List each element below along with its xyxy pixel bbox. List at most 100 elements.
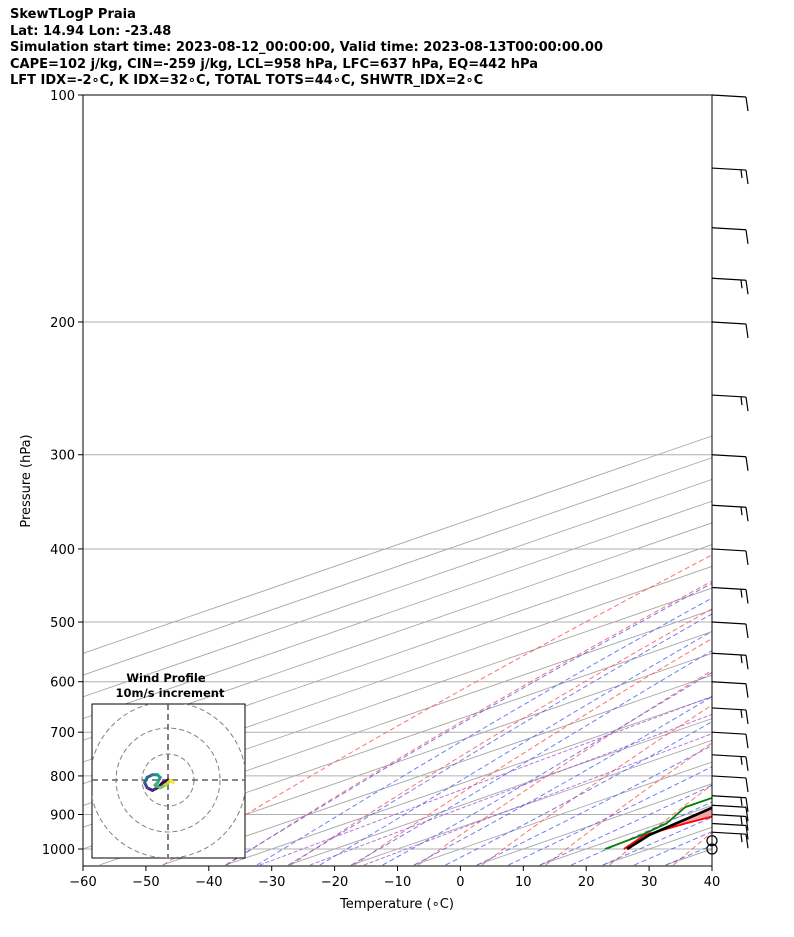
isotherm-gridline [83, 631, 712, 850]
wind-barb [711, 94, 749, 112]
x-tick-label: 30 [641, 875, 658, 890]
dry-adiabat [673, 831, 712, 866]
mixing-ratio-line [259, 696, 712, 866]
x-tick-label: 20 [578, 875, 595, 890]
isotherm-gridline [99, 652, 712, 866]
chart-title: SkewTLogP Praia [10, 7, 136, 22]
wind-barb [711, 681, 749, 698]
moist-adiabat [602, 816, 712, 866]
wind-barb [711, 813, 749, 831]
x-tick-label: 10 [515, 875, 532, 890]
wind-barb [711, 795, 749, 812]
moist-adiabat [445, 721, 712, 866]
moist-adiabat [288, 613, 712, 866]
y-tick-label: 200 [50, 316, 75, 331]
wind-barb [711, 454, 749, 471]
x-tick-label: −40 [195, 875, 222, 890]
moist-adiabat [382, 671, 712, 866]
moist-adiabat [508, 766, 712, 866]
moist-adiabat [571, 801, 712, 866]
mixing-ratio-line [309, 713, 712, 866]
isotherm-gridline [83, 478, 712, 698]
y-tick-label: 1000 [42, 843, 75, 858]
moist-adiabat [256, 597, 712, 866]
x-tick-label: −50 [132, 875, 159, 890]
stability-indices-cape: CAPE=102 j/kg, CIN=-259 j/kg, LCL=958 hP… [10, 56, 538, 72]
wind-barbs [706, 94, 749, 855]
wind-barb [711, 504, 749, 522]
dry-adiabat [545, 742, 712, 866]
temperature-profile-line [623, 815, 712, 850]
moist-adiabat [225, 582, 712, 866]
wind-barb [711, 804, 749, 822]
dry-adiabat [226, 580, 712, 866]
station-coordinates: Lat: 14.94 Lon: -23.48 [10, 23, 172, 39]
hodograph-title: Wind Profile [126, 671, 206, 685]
wind-barb [711, 227, 749, 244]
isotherm-gridline [83, 435, 712, 654]
isotherm-gridline [83, 587, 712, 806]
wind-barb [711, 831, 749, 849]
dry-adiabat [737, 95, 794, 865]
isotherm-gridline [729, 95, 794, 865]
x-axis-label: Temperature (∘C) [339, 897, 454, 912]
dewpoint-profile-line [604, 796, 712, 850]
moist-adiabat [413, 695, 712, 866]
y-tick-label: 700 [50, 726, 75, 741]
y-tick-label: 900 [50, 808, 75, 823]
dry-adiabat [417, 669, 712, 866]
y-tick-label: 100 [50, 89, 75, 104]
moist-adiabat [476, 744, 712, 866]
x-tick-label: −20 [321, 875, 348, 890]
simulation-times: Simulation start time: 2023-08-12_00:00:… [10, 40, 603, 56]
dry-adiabat [481, 704, 712, 866]
y-axis: 1000 900 800 700 600 500 400 300 200 100 [42, 89, 83, 858]
x-tick-label: 0 [456, 875, 464, 890]
hodograph-inset: Wind Profile 10m/s increment [91, 671, 246, 859]
y-axis-label: Pressure (hPa) [19, 434, 34, 527]
isotherm-gridline [414, 761, 712, 866]
stability-indices-lifted: LFT IDX=-2∘C, K IDX=32∘C, TOTAL TOTS=44∘… [10, 73, 484, 89]
hodograph-subtitle: 10m/s increment [116, 686, 225, 700]
isotherm-gridline [83, 609, 712, 828]
dry-adiabat [162, 554, 712, 866]
wind-barb [711, 731, 749, 749]
wind-barb [711, 548, 749, 566]
profile-series [604, 796, 712, 851]
isotherm-gridline [539, 805, 712, 866]
y-tick-label: 400 [50, 543, 75, 558]
moist-adiabat [539, 784, 712, 866]
moist-adiabat [634, 831, 712, 866]
isotherm-gridline [288, 718, 712, 866]
moist-adiabat [319, 630, 712, 866]
wind-barb [711, 167, 749, 185]
wind-barb [711, 621, 749, 639]
x-tick-label: −60 [69, 875, 96, 890]
x-tick-label: −10 [384, 875, 411, 890]
y-tick-label: 600 [50, 676, 75, 691]
moist-adiabat [351, 650, 712, 866]
reference-lines [83, 95, 794, 866]
y-tick-label: 800 [50, 770, 75, 785]
wind-barb [711, 754, 749, 771]
y-tick-label: 500 [50, 616, 75, 631]
wind-barb [711, 277, 749, 295]
wind-barb [711, 652, 749, 670]
isotherm-gridline [225, 696, 712, 866]
calm-wind-marker [706, 835, 718, 847]
wind-barb [711, 822, 749, 840]
x-tick-label: −30 [258, 875, 285, 890]
dry-adiabat [354, 638, 712, 866]
calm-wind-marker [706, 843, 718, 855]
wind-barb [711, 394, 749, 412]
isotherm-gridline [83, 457, 712, 676]
parcel-profile-line [626, 806, 712, 851]
dry-adiabat [290, 608, 712, 866]
isotherm-gridline [602, 826, 712, 866]
y-tick-label: 300 [50, 449, 75, 464]
wind-barb [711, 775, 749, 793]
x-tick-label: 40 [704, 875, 721, 890]
isotherm-gridline [476, 783, 712, 866]
cape-cin-shading [623, 807, 712, 849]
